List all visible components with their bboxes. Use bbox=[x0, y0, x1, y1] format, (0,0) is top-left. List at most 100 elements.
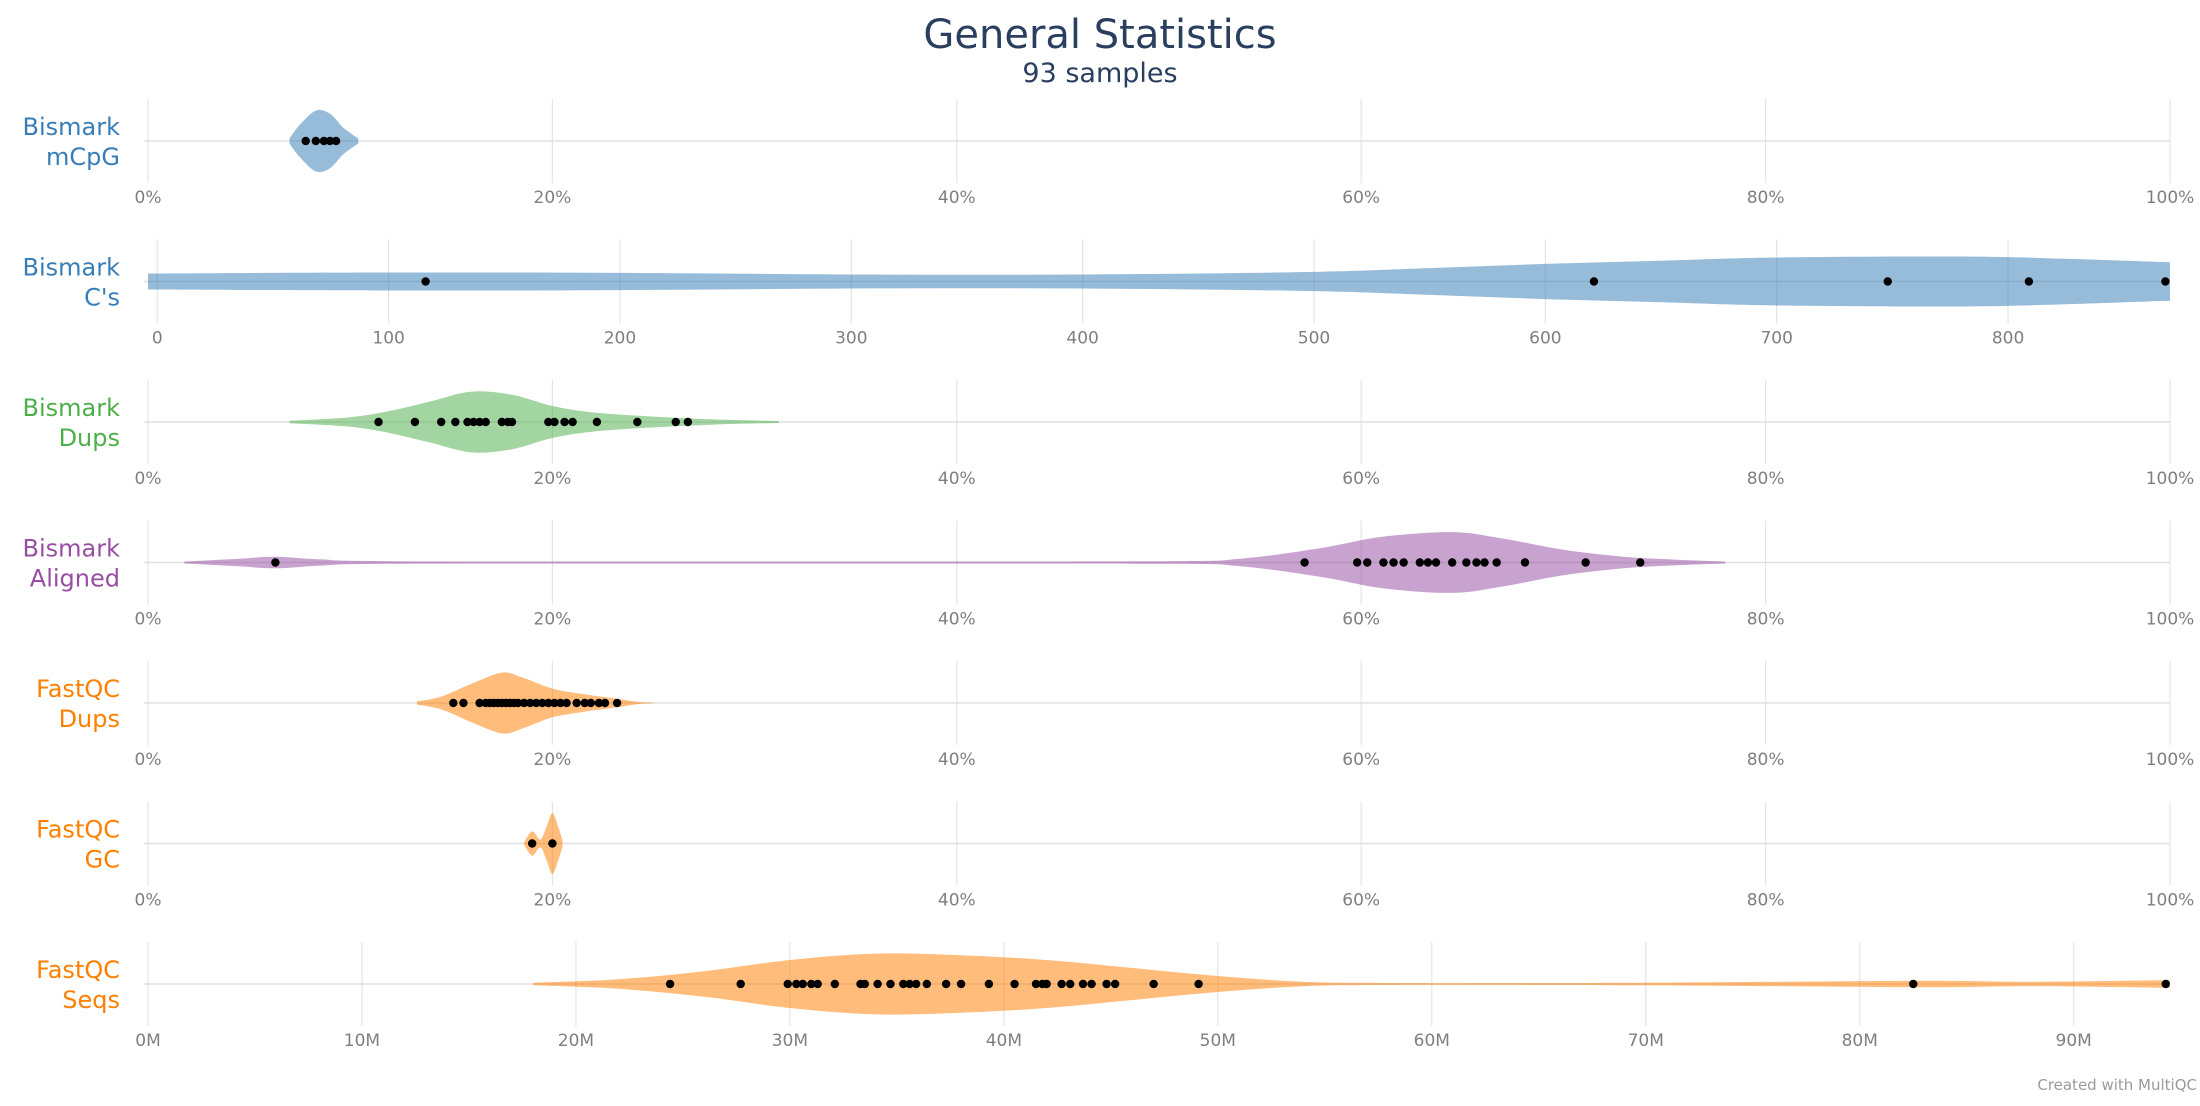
sample-point bbox=[860, 979, 869, 989]
sample-point bbox=[683, 417, 693, 427]
sample-point bbox=[1010, 979, 1019, 989]
tick-label: 80% bbox=[1747, 469, 1785, 489]
tick-label: 60% bbox=[1342, 188, 1380, 208]
sample-point bbox=[792, 979, 801, 989]
violin-shape bbox=[533, 953, 2170, 1015]
sample-point bbox=[1363, 558, 1372, 567]
sample-point bbox=[519, 698, 529, 708]
sample-point bbox=[956, 979, 966, 989]
sample-point bbox=[1149, 979, 1158, 989]
violin-shape bbox=[184, 532, 1726, 593]
sample-point bbox=[633, 417, 642, 427]
tick-label: 100% bbox=[2146, 188, 2195, 208]
sample-point bbox=[798, 979, 807, 989]
tick-label: 30M bbox=[772, 1031, 808, 1051]
row-label: GC bbox=[85, 846, 120, 874]
tick-label: 10M bbox=[344, 1031, 380, 1051]
tick-label: 20% bbox=[534, 469, 572, 489]
sample-point bbox=[572, 698, 581, 708]
tick-label: 60% bbox=[1342, 469, 1380, 489]
sample-point bbox=[1110, 979, 1120, 989]
sample-point bbox=[911, 979, 921, 989]
credit-text: Created with MultiQC bbox=[2037, 1076, 2197, 1094]
sample-point bbox=[783, 979, 792, 989]
row-label: C's bbox=[84, 284, 120, 312]
sample-point bbox=[410, 417, 420, 427]
row-label: Bismark bbox=[23, 535, 121, 563]
row-label: Dups bbox=[59, 424, 120, 452]
row-label: Dups bbox=[59, 705, 120, 733]
sample-point bbox=[325, 136, 335, 146]
chart-title: General Statistics bbox=[923, 12, 1277, 58]
row-label: Seqs bbox=[62, 986, 120, 1014]
sample-point bbox=[463, 417, 472, 427]
sample-point bbox=[1102, 979, 1111, 989]
tick-label: 60% bbox=[1342, 891, 1380, 911]
tick-label: 60M bbox=[1414, 1031, 1450, 1051]
sample-point bbox=[475, 417, 484, 427]
tick-label: 40% bbox=[938, 750, 976, 770]
sample-point bbox=[459, 698, 468, 708]
sample-point bbox=[2161, 979, 2170, 989]
tick-label: 80% bbox=[1747, 188, 1785, 208]
tick-label: 80% bbox=[1747, 750, 1785, 770]
sample-point bbox=[556, 698, 565, 708]
tick-label: 40M bbox=[986, 1031, 1022, 1051]
tick-label: 40% bbox=[938, 188, 976, 208]
sample-point bbox=[886, 979, 895, 989]
sample-point bbox=[580, 698, 589, 708]
sample-point bbox=[671, 417, 680, 427]
tick-label: 80% bbox=[1747, 610, 1785, 630]
sample-point bbox=[922, 979, 932, 989]
sample-point bbox=[1909, 979, 1918, 989]
sample-point bbox=[544, 698, 553, 708]
sample-point bbox=[813, 979, 822, 989]
tick-label: 0% bbox=[135, 610, 162, 630]
sample-point bbox=[271, 558, 280, 567]
tick-label: 300 bbox=[835, 329, 867, 349]
sample-point bbox=[1194, 979, 1203, 989]
sample-point bbox=[538, 698, 547, 708]
tick-label: 200 bbox=[604, 329, 636, 349]
sample-point bbox=[1581, 558, 1590, 567]
sample-point bbox=[586, 698, 596, 708]
tick-label: 60% bbox=[1342, 750, 1380, 770]
tick-label: 40% bbox=[938, 891, 976, 911]
tick-label: 100% bbox=[2146, 750, 2195, 770]
sample-point bbox=[548, 839, 557, 848]
sample-point bbox=[568, 417, 577, 427]
sample-point bbox=[449, 698, 458, 708]
sample-point bbox=[1431, 558, 1441, 567]
sample-point bbox=[507, 417, 517, 427]
sample-point bbox=[550, 417, 559, 427]
sample-point bbox=[984, 979, 994, 989]
sample-point bbox=[1472, 558, 1481, 567]
sample-point bbox=[899, 979, 908, 989]
tick-label: 100% bbox=[2146, 891, 2195, 911]
sample-point bbox=[807, 979, 816, 989]
sample-point bbox=[1520, 558, 1530, 567]
sample-point bbox=[2024, 277, 2034, 286]
sample-point bbox=[436, 417, 446, 427]
sample-point bbox=[1031, 979, 1041, 989]
tick-label: 20% bbox=[534, 750, 572, 770]
sample-point bbox=[1352, 558, 1362, 567]
tick-label: 0M bbox=[135, 1031, 160, 1051]
sample-point bbox=[905, 979, 914, 989]
sample-point bbox=[562, 698, 571, 708]
sample-point bbox=[311, 136, 321, 146]
sample-point bbox=[532, 698, 541, 708]
row-label: FastQC bbox=[36, 675, 120, 703]
sample-point bbox=[497, 417, 507, 427]
tick-label: 400 bbox=[1066, 329, 1098, 349]
tick-label: 70M bbox=[1628, 1031, 1664, 1051]
sample-point bbox=[1078, 979, 1088, 989]
sample-point bbox=[600, 698, 610, 708]
sample-point bbox=[1423, 558, 1433, 567]
tick-label: 0 bbox=[152, 329, 163, 349]
sample-point bbox=[1480, 558, 1489, 567]
sample-point bbox=[1042, 979, 1051, 989]
sample-point bbox=[1447, 558, 1457, 567]
sample-point bbox=[527, 839, 537, 848]
